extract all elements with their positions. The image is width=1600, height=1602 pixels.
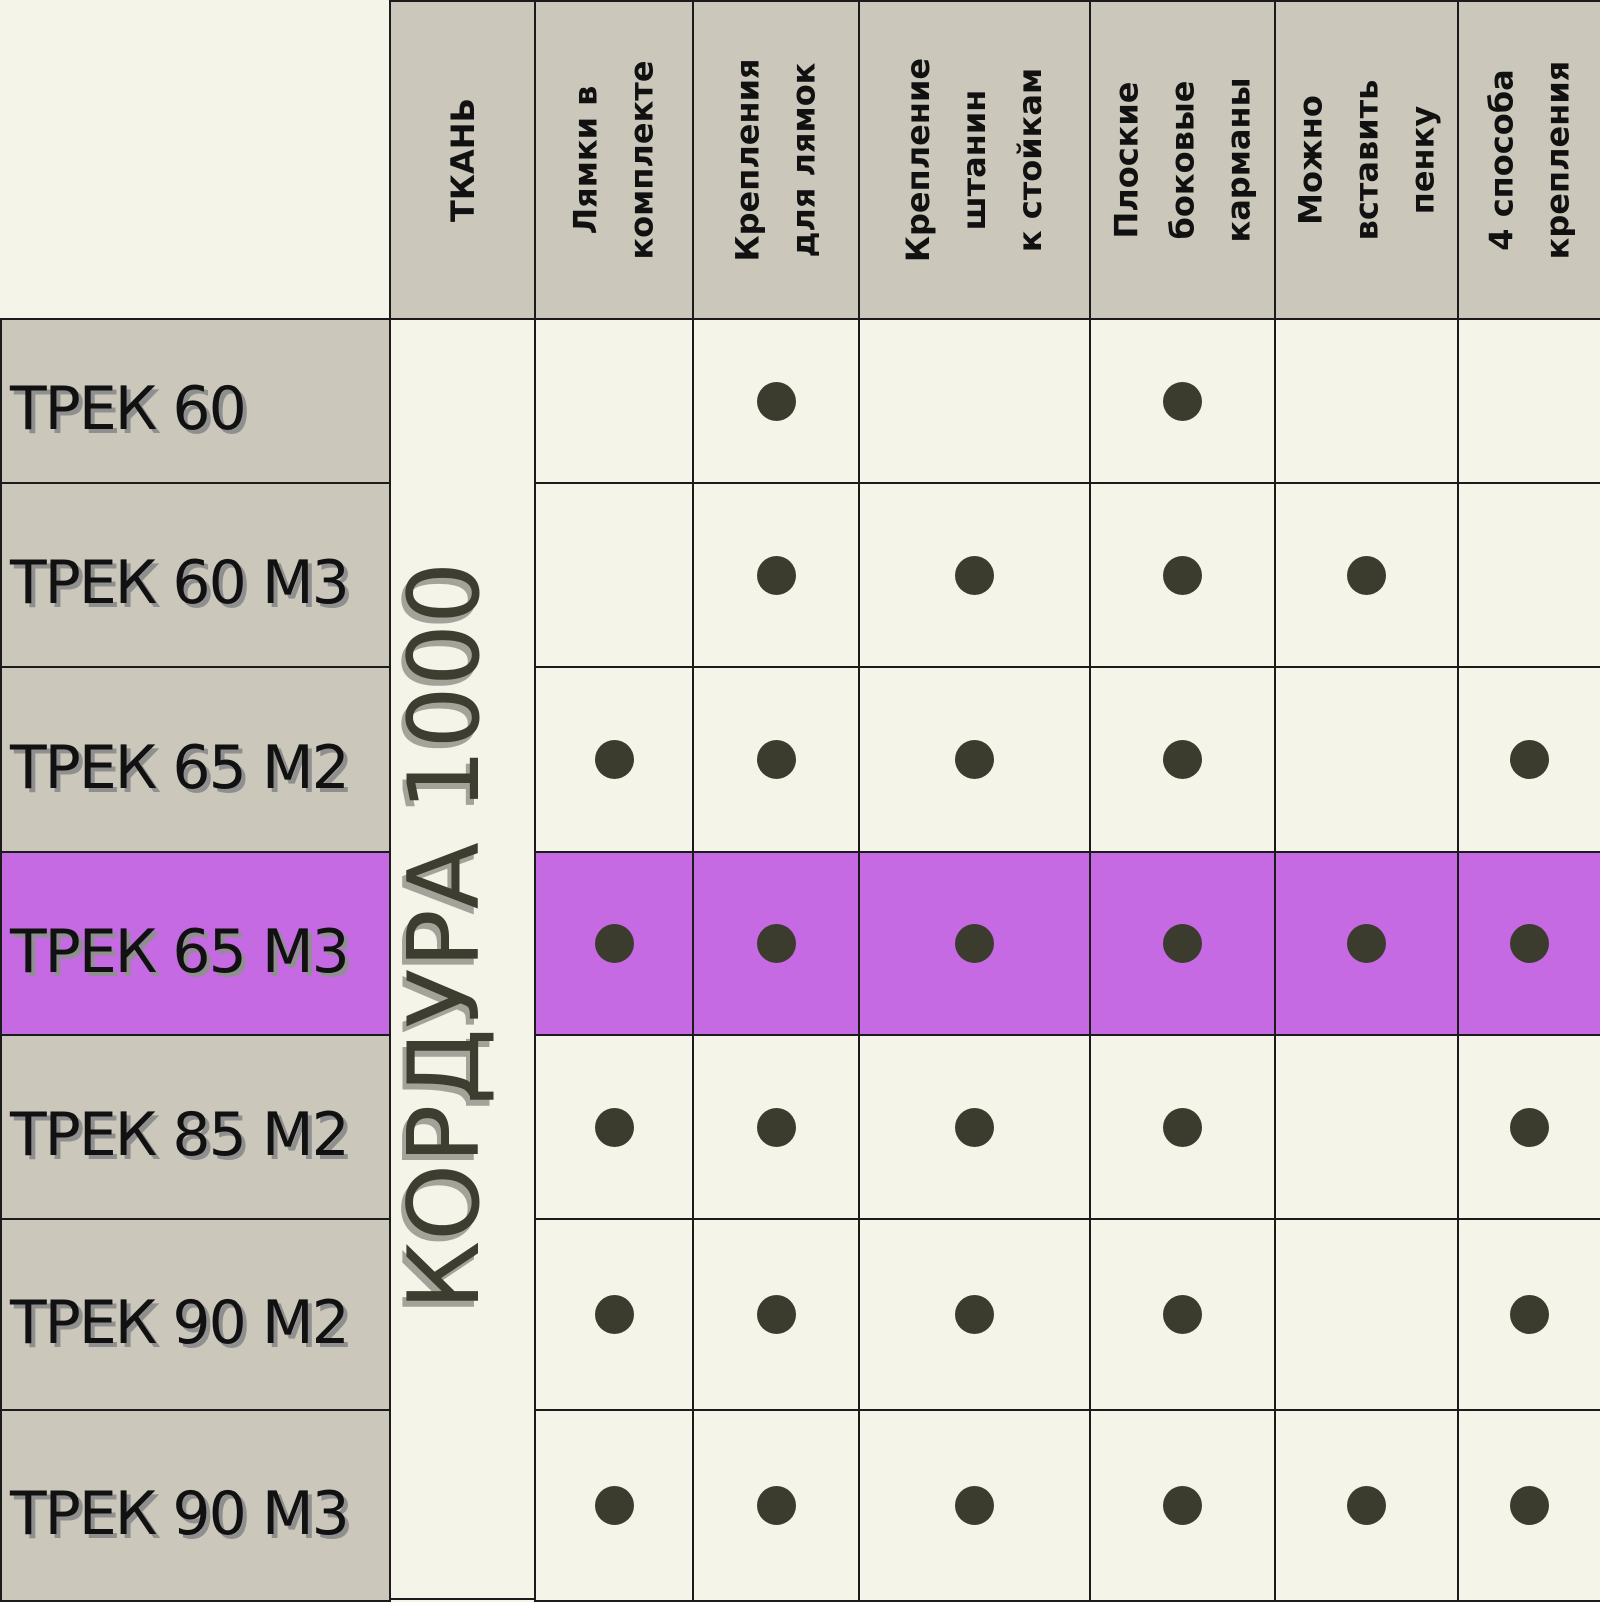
feature-cell [1457,318,1600,484]
feature-cell [534,482,694,668]
feature-dot [1163,381,1202,421]
row-label-cell: ТРЕК 65 М3 [0,851,391,1036]
column-header-label: 4 способа крепления [1482,60,1577,260]
feature-dot [1510,924,1549,963]
feature-dot [594,924,634,963]
product-name: ТРЕК 60 М3 [10,548,350,618]
feature-dot [955,1486,994,1525]
row-label-cell: ТРЕК 90 М2 [0,1218,391,1411]
feature-dot [955,924,994,963]
feature-dot [594,1107,634,1147]
feature-cell [1274,666,1459,853]
product-name: ТРЕК 65 М3 [10,916,350,987]
feature-dot [955,740,994,779]
feature-dot [1510,1107,1549,1147]
feature-dot [1163,740,1202,779]
feature-dot [1347,924,1386,963]
column-header-5: Можно вставить пенку [1274,0,1459,320]
feature-dot [955,1107,994,1147]
feature-dot [1163,924,1202,963]
feature-dot [1163,1486,1202,1525]
row-label-cell: ТРЕК 90 М3 [0,1409,391,1602]
feature-cell [1457,482,1600,668]
feature-dot [594,740,634,779]
column-header-3: Крепление штанин к стойкам [858,0,1091,320]
column-header-label: Можно вставить пенку [1291,79,1442,241]
row-label-cell: ТРЕК 65 М2 [0,666,391,853]
row-label-cell: ТРЕК 85 М2 [0,1034,391,1220]
fabric-header-cell: ТКАНЬ [389,0,536,320]
feature-cell [1274,1034,1459,1220]
product-name: ТРЕК 90 М3 [10,1478,350,1549]
feature-dot [756,381,796,421]
feature-dot [594,1295,634,1334]
feature-dot [756,555,796,595]
column-header-4: Плоские боковые карманы [1089,0,1276,320]
feature-dot [756,740,796,779]
product-name: ТРЕК 90 М2 [10,1287,350,1358]
fabric-value: КОРДУРА 1000 [388,561,502,1311]
column-header-2: Крепления для лямок [692,0,860,320]
column-header-1: Лямки в комплекте [534,0,694,320]
product-name: ТРЕК 60 [10,374,247,444]
feature-dot [955,555,994,595]
column-header-6: 4 способа крепления [1457,0,1600,320]
column-header-label: Крепления для лямок [729,58,823,262]
fabric-cell [389,318,536,1600]
feature-dot [1347,1486,1386,1525]
row-label-cell: ТРЕК 60 [0,318,391,484]
feature-cell [534,666,694,853]
feature-dot [1510,1486,1549,1525]
feature-dot [1163,1107,1202,1147]
column-header-label: Лямки в комплекте [567,60,662,260]
row-label-cell: ТРЕК 60 М3 [0,482,391,668]
feature-dot [1347,555,1386,595]
fabric-header-label: ТКАНЬ [443,98,482,222]
column-header-label: Плоские боковые карманы [1107,77,1258,243]
feature-dot [756,1295,796,1334]
feature-dot [1163,1295,1202,1334]
feature-dot [955,1295,994,1334]
column-header-label: Крепление штанин к стойкам [899,57,1050,263]
feature-cell [858,318,1091,484]
product-name: ТРЕК 85 М2 [10,1100,350,1170]
feature-cell [1274,1218,1459,1411]
feature-cell [1274,318,1459,484]
product-name: ТРЕК 65 М2 [10,732,350,803]
feature-dot [1510,740,1549,779]
feature-dot [756,924,796,963]
feature-dot [1510,1295,1549,1334]
feature-dot [756,1107,796,1147]
feature-cell [534,318,694,484]
feature-dot [1163,555,1202,595]
feature-dot [594,1486,634,1525]
feature-dot [756,1486,796,1525]
